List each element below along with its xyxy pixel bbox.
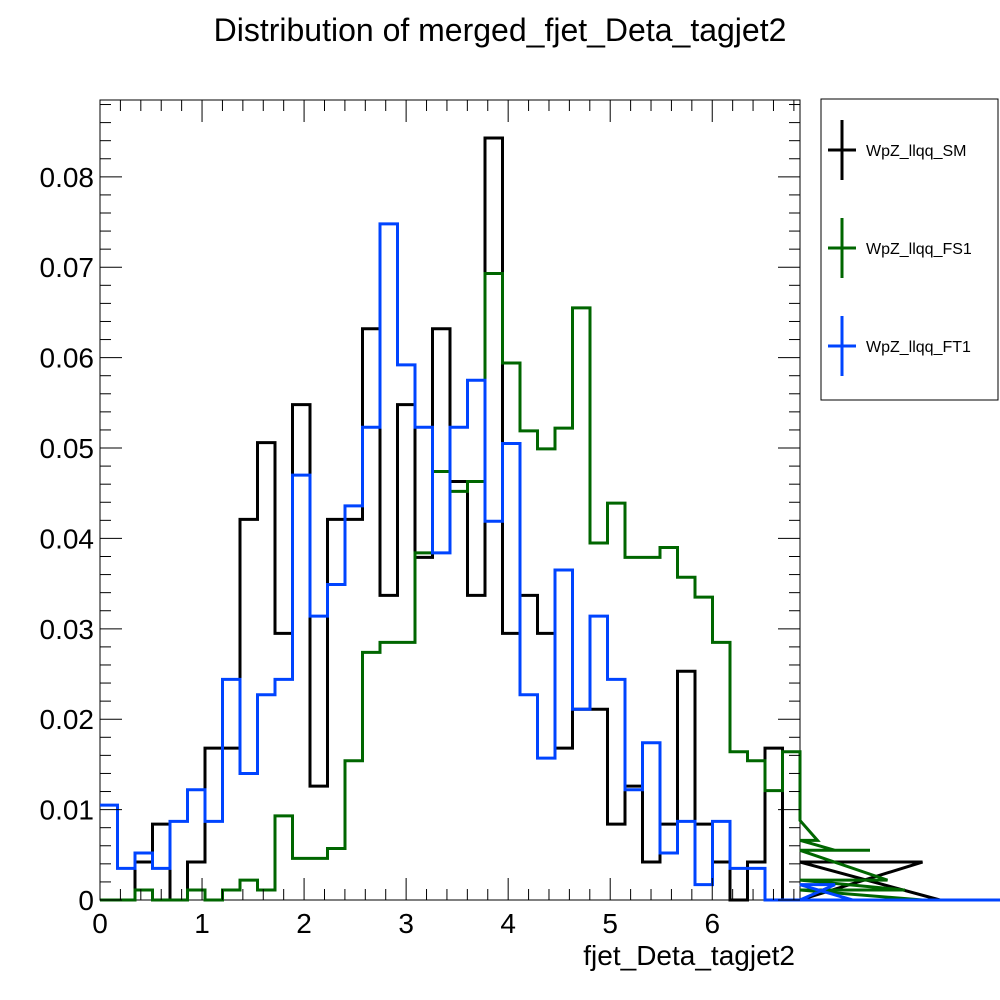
- y-tick-label: 0.02: [40, 704, 95, 735]
- legend-entry: WpZ_llqq_FS1: [828, 218, 972, 278]
- x-tick-label: 0: [92, 908, 108, 939]
- x-axis-title: fjet_Deta_tagjet2: [583, 940, 795, 971]
- series-layer: [100, 136, 1000, 902]
- legend-label: WpZ_llqq_FT1: [866, 339, 971, 356]
- legend-label: WpZ_llqq_FS1: [866, 241, 972, 258]
- y-tick-label: 0: [78, 885, 94, 916]
- legend-label: WpZ_llqq_SM: [866, 143, 966, 160]
- y-tick-label: 0.04: [40, 523, 95, 554]
- legend: WpZ_llqq_SM WpZ_llqq_FS1 WpZ_llqq_FT1: [820, 98, 999, 401]
- y-tick-label: 0.06: [40, 343, 95, 374]
- plot-border: [99, 99, 801, 901]
- tick-labels: 0 1 2 3 4 5 6 0 0.01 0.02 0.03 0.04 0.05 0.06 0.07 0.08: [40, 162, 721, 939]
- x-tick-label: 1: [194, 908, 210, 939]
- y-tick-label: 0.05: [40, 433, 95, 464]
- series-line-WpZ_llqq_FT1: [100, 222, 1000, 902]
- x-tick-label: 2: [296, 908, 312, 939]
- x-tick-label: 6: [704, 908, 720, 939]
- x-tick-label: 5: [602, 908, 618, 939]
- y-tick-label: 0.03: [40, 614, 95, 645]
- legend-entry: WpZ_llqq_SM: [828, 120, 966, 180]
- y-tick-label: 0.08: [40, 162, 95, 193]
- x-tick-label: 4: [500, 908, 516, 939]
- axis-ticks: [99, 100, 800, 901]
- chart-title: Distribution of merged_fjet_Deta_tagjet2: [213, 12, 787, 48]
- legend-entry: WpZ_llqq_FT1: [828, 316, 971, 376]
- plot-frame: [99, 99, 801, 901]
- y-tick-label: 0.01: [40, 795, 95, 826]
- y-tick-label: 0.07: [40, 252, 95, 283]
- x-tick-label: 3: [398, 908, 414, 939]
